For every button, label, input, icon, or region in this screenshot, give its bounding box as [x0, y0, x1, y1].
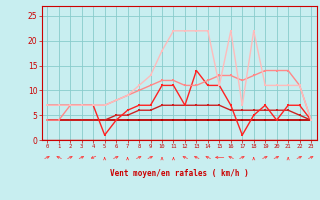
- X-axis label: Vent moyen/en rafales ( km/h ): Vent moyen/en rafales ( km/h ): [110, 169, 249, 178]
